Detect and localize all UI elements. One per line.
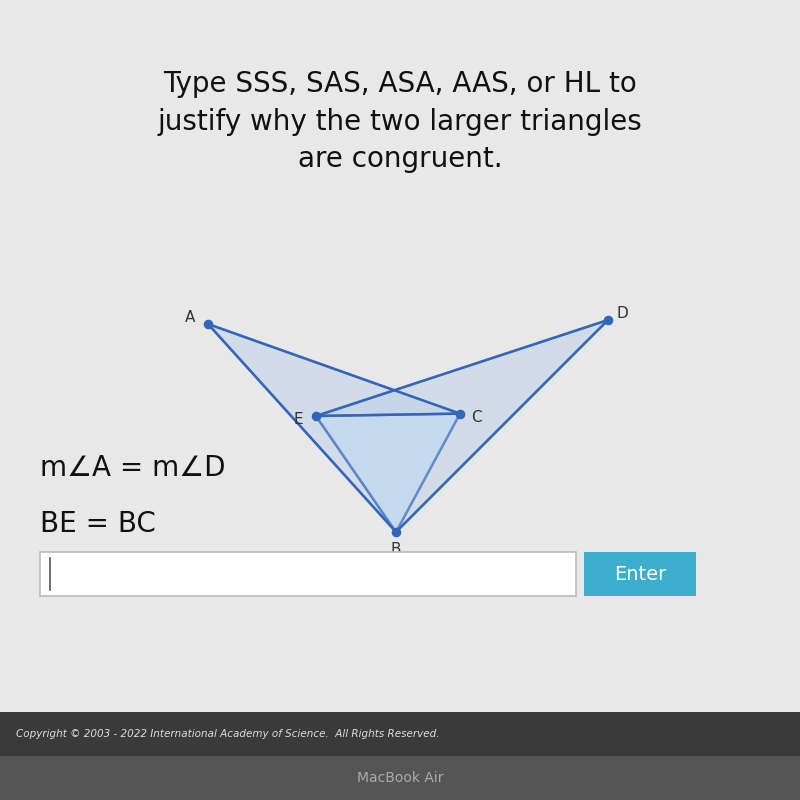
Point [390,526,402,538]
Text: B: B [390,542,402,557]
Point [202,318,214,330]
FancyBboxPatch shape [40,552,576,596]
Polygon shape [208,324,460,532]
Text: justify why the two larger triangles: justify why the two larger triangles [158,108,642,135]
Text: A: A [186,310,195,325]
Text: E: E [294,413,303,427]
Text: MacBook Air: MacBook Air [357,771,443,785]
Point [454,407,466,420]
Text: are congruent.: are congruent. [298,145,502,173]
Polygon shape [316,414,460,532]
Point [310,410,322,422]
Text: D: D [617,306,628,321]
Text: C: C [470,410,482,425]
Text: Enter: Enter [614,565,666,583]
Text: BE = BC: BE = BC [40,510,156,538]
Text: Type SSS, SAS, ASA, AAS, or HL to: Type SSS, SAS, ASA, AAS, or HL to [163,70,637,98]
Text: m∠A = m∠D: m∠A = m∠D [40,454,226,482]
Text: Copyright © 2003 - 2022 International Academy of Science.  All Rights Reserved.: Copyright © 2003 - 2022 International Ac… [16,729,439,739]
Polygon shape [316,320,608,532]
FancyBboxPatch shape [0,712,800,756]
FancyBboxPatch shape [584,552,696,596]
Point [602,314,614,326]
FancyBboxPatch shape [0,756,800,800]
